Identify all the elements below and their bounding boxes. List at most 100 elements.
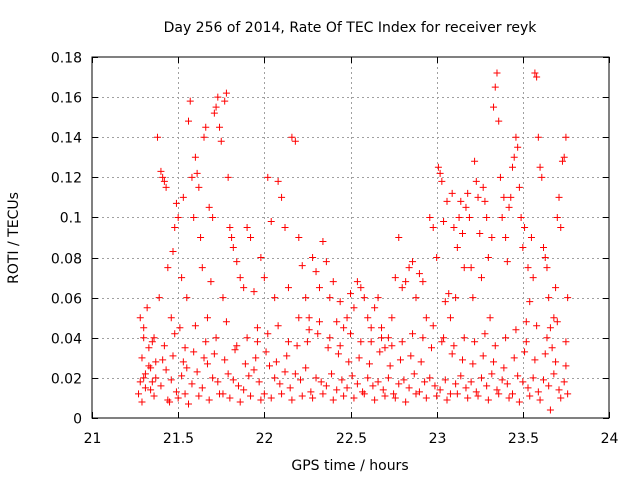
data-point — [503, 380, 511, 388]
data-point — [395, 234, 403, 241]
data-point — [233, 342, 241, 350]
data-point — [302, 294, 310, 302]
data-point — [452, 380, 460, 388]
data-point — [464, 189, 472, 197]
data-point — [188, 380, 196, 388]
data-point — [386, 362, 394, 370]
data-point — [502, 234, 510, 241]
y-tick-label: 0.16 — [51, 91, 82, 107]
data-point — [319, 390, 327, 398]
data-point — [536, 396, 544, 404]
data-point — [421, 378, 429, 386]
data-point — [440, 334, 448, 342]
data-point — [522, 338, 530, 346]
data-point — [172, 388, 180, 396]
data-point — [140, 324, 148, 332]
data-point — [540, 376, 548, 384]
data-point — [135, 390, 143, 398]
data-point — [221, 356, 229, 364]
data-point — [317, 378, 325, 386]
data-point — [210, 350, 218, 358]
data-point — [543, 264, 551, 272]
data-point — [226, 223, 234, 231]
data-point — [462, 203, 470, 211]
x-axis-label: GPS time / hours — [291, 458, 408, 474]
data-point — [564, 390, 572, 398]
data-point — [350, 304, 358, 312]
data-point — [202, 338, 210, 346]
data-point — [216, 123, 224, 131]
data-point — [138, 398, 146, 406]
data-point — [150, 334, 158, 342]
data-point — [512, 133, 520, 141]
data-point — [462, 384, 470, 392]
data-point — [405, 264, 413, 272]
data-point — [564, 294, 572, 302]
data-point — [141, 370, 149, 378]
data-point — [562, 133, 570, 141]
data-point — [488, 370, 496, 378]
data-point — [367, 324, 375, 332]
data-point — [240, 386, 248, 394]
y-axis-label: ROTI / TECUs — [6, 192, 22, 284]
data-point — [379, 386, 387, 394]
data-point — [433, 392, 441, 400]
data-point — [328, 370, 336, 378]
data-point — [472, 388, 480, 396]
data-point — [140, 374, 148, 382]
data-point — [391, 274, 399, 282]
data-point — [214, 93, 222, 101]
data-point — [343, 384, 351, 392]
data-point — [157, 382, 165, 390]
data-point — [150, 392, 158, 400]
y-tick-label: 0.06 — [51, 292, 82, 308]
chart-title: Day 256 of 2014, Rate Of TEC Index for r… — [164, 20, 538, 36]
data-point — [295, 234, 303, 241]
data-point — [443, 396, 451, 404]
data-point — [340, 324, 348, 332]
data-point — [160, 177, 168, 185]
data-point — [471, 157, 479, 165]
data-point — [243, 223, 251, 231]
data-point — [234, 382, 242, 390]
data-point — [400, 376, 408, 384]
data-point — [481, 197, 489, 205]
data-point — [272, 358, 280, 366]
data-point — [481, 330, 489, 338]
data-point — [436, 169, 444, 177]
data-point — [517, 213, 525, 221]
data-point — [546, 406, 554, 414]
data-point — [526, 392, 534, 400]
data-point — [295, 314, 303, 322]
data-point — [284, 338, 292, 346]
data-point — [417, 358, 425, 366]
data-point — [465, 213, 473, 221]
data-point — [441, 298, 449, 306]
data-point — [233, 258, 241, 266]
data-point — [396, 356, 404, 364]
data-point — [178, 274, 186, 282]
data-point — [365, 360, 373, 368]
data-point — [507, 193, 515, 201]
data-point — [552, 284, 560, 292]
data-point — [412, 390, 420, 398]
data-point — [266, 362, 274, 370]
data-point — [267, 394, 275, 402]
data-point — [322, 258, 330, 266]
data-points — [135, 69, 572, 414]
data-point — [474, 193, 482, 201]
data-point — [203, 360, 211, 368]
data-point — [190, 348, 198, 356]
data-point — [307, 388, 315, 396]
data-point — [498, 213, 506, 221]
data-point — [550, 314, 558, 322]
data-point — [360, 390, 368, 398]
data-point — [252, 354, 260, 362]
y-tick-label: 0.08 — [51, 252, 82, 268]
data-point — [271, 294, 279, 302]
data-point — [395, 380, 403, 388]
data-point — [510, 354, 518, 362]
data-point — [495, 390, 503, 398]
data-point — [500, 364, 508, 372]
